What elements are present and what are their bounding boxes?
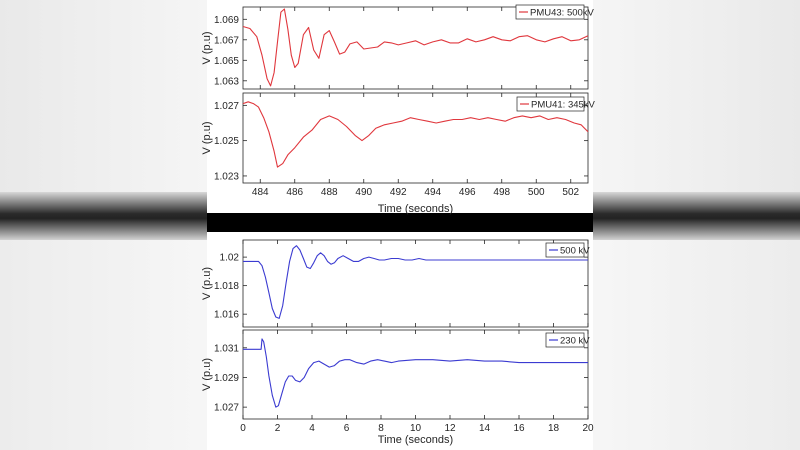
x-tick-label: 498 [493,187,510,198]
legend-box [545,332,585,348]
x-tick-label: 484 [252,187,269,198]
plot-area-0-0 [242,6,589,90]
x-tick-label: 8 [378,423,384,434]
y-axis-label: V (p.u) [201,358,213,391]
x-tick-label: 14 [479,423,491,434]
y-tick-label: 1.025 [214,136,239,147]
x-tick-label: 12 [444,423,456,434]
legend-label: 500 kV [560,246,590,257]
series-line [242,101,589,168]
y-tick-label: 1.027 [214,101,239,112]
legend-box [545,242,585,258]
y-tick-label: 1.023 [214,171,239,182]
y-tick-label: 1.069 [214,15,239,26]
series-line [242,8,589,87]
x-tick-label: 18 [548,423,560,434]
series-line [243,338,588,408]
legend-label: 230 kV [560,336,590,347]
x-tick-label: 500 [528,187,545,198]
x-tick-label: 10 [410,423,422,434]
x-axis-label: Time (seconds) [378,203,453,215]
x-axis-label: Time (seconds) [378,434,453,446]
x-tick-label: 4 [309,423,315,434]
y-tick-label: 1.02 [220,253,240,264]
figure-separator-bar [207,213,593,232]
x-tick-label: 0 [240,423,246,434]
legend-label: PMU43: 500kV [530,8,595,19]
x-tick-label: 488 [321,187,338,198]
legend-box [515,4,585,20]
y-tick-label: 1.067 [214,35,239,46]
y-tick-label: 1.016 [214,310,239,321]
y-tick-label: 1.018 [214,281,239,292]
y-axis-label: V (p.u) [201,267,213,300]
x-tick-label: 496 [459,187,476,198]
y-tick-label: 1.063 [214,76,239,87]
x-tick-label: 502 [562,187,579,198]
x-tick-label: 486 [286,187,303,198]
plot-area-1-0 [242,239,589,328]
x-tick-label: 2 [275,423,281,434]
legend-box [516,96,585,112]
y-tick-label: 1.029 [214,373,239,384]
x-tick-label: 16 [513,423,525,434]
plot-area-1-1 [242,329,589,420]
x-tick-label: 20 [582,423,594,434]
x-tick-label: 494 [424,187,441,198]
x-tick-label: 492 [390,187,407,198]
y-tick-label: 1.031 [214,343,239,354]
y-axis-label: V (p.u) [201,31,213,64]
x-tick-label: 6 [344,423,350,434]
y-tick-label: 1.027 [214,403,239,414]
x-tick-label: 490 [355,187,372,198]
y-tick-label: 1.065 [214,56,239,67]
y-axis-label: V (p.u) [201,121,213,154]
legend-label: PMU41: 345kV [531,100,596,111]
series-line [243,245,588,319]
